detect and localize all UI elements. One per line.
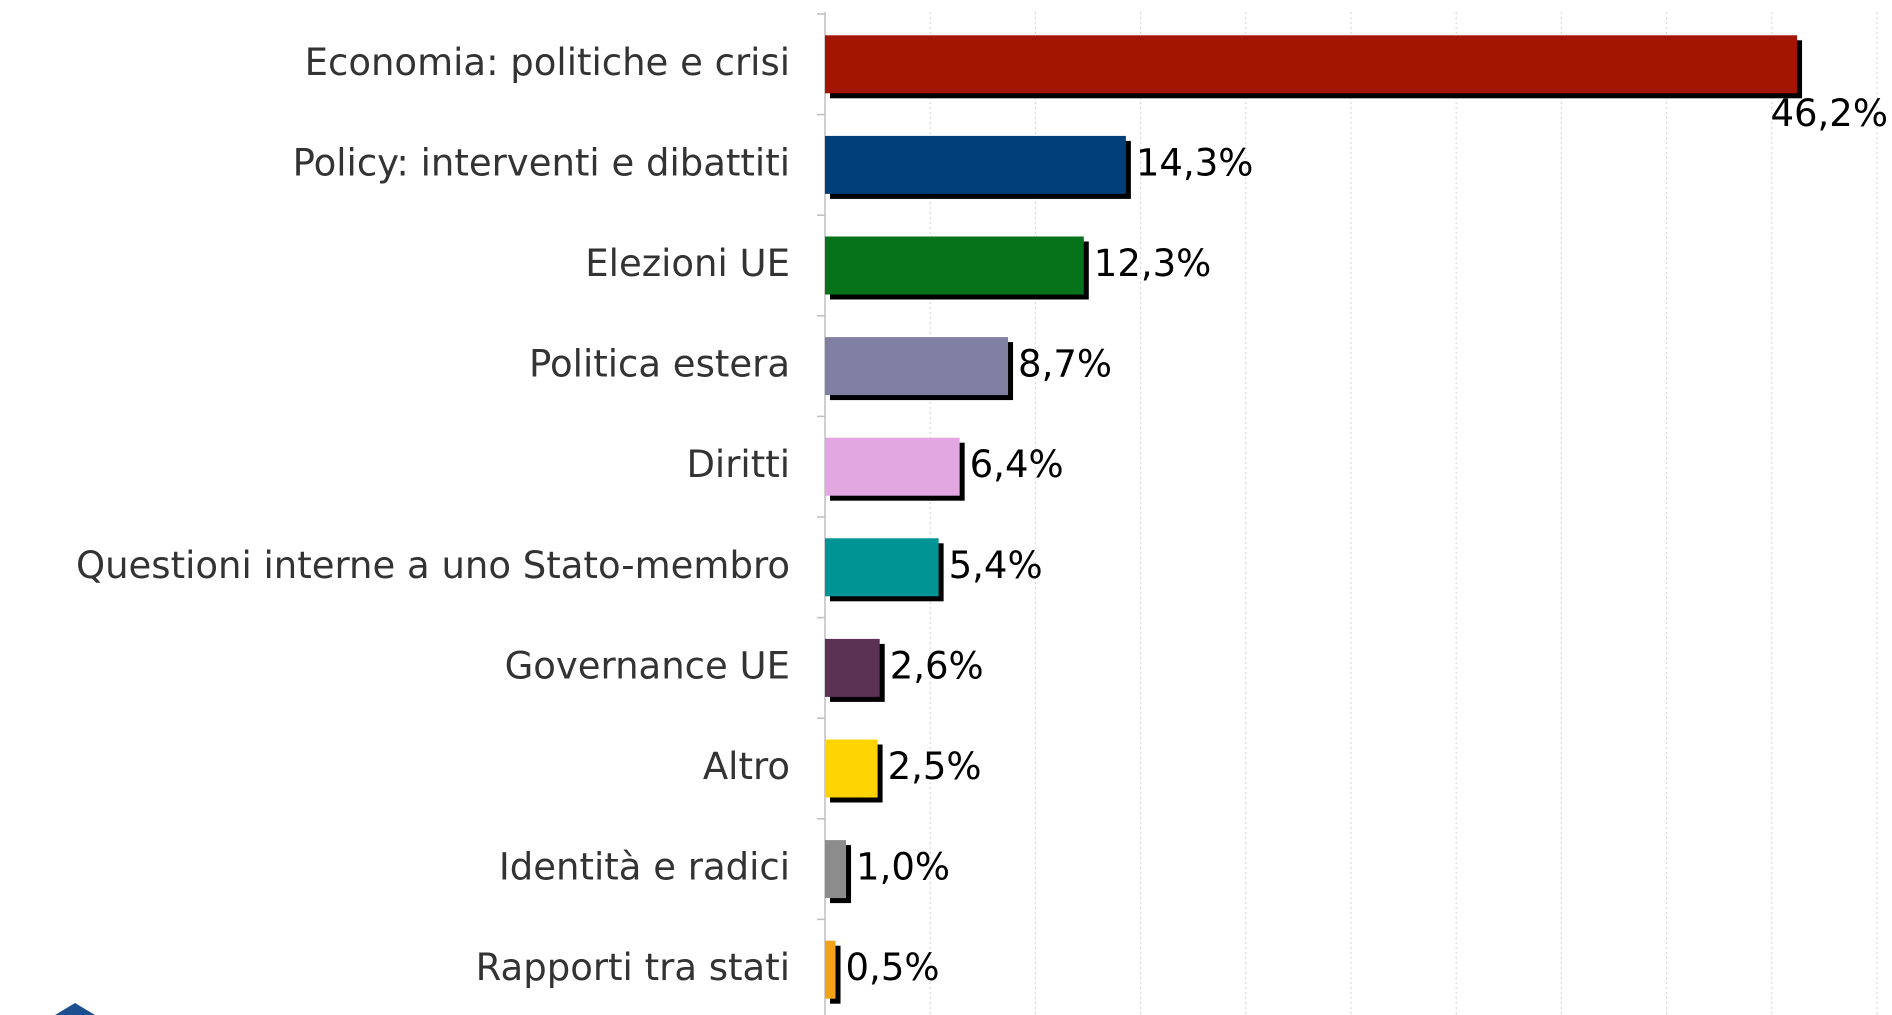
value-label: 6,4%	[970, 443, 1064, 486]
bar	[825, 840, 847, 899]
bar	[825, 437, 960, 496]
bar	[825, 236, 1084, 295]
category-label: Diritti	[686, 443, 790, 486]
bar	[825, 739, 878, 798]
value-label: 2,6%	[890, 644, 984, 687]
value-label: 2,5%	[888, 745, 982, 788]
bar	[825, 135, 1126, 194]
category-label: Altro	[703, 745, 790, 788]
value-label: 5,4%	[949, 544, 1043, 587]
category-label: Questioni interne a uno Stato-membro	[76, 544, 790, 587]
value-label: 46,2%	[1770, 92, 1888, 135]
value-label: 14,3%	[1136, 141, 1254, 184]
category-label: Elezioni UE	[585, 242, 790, 285]
logo-fragment	[55, 1003, 95, 1015]
bar	[825, 638, 880, 697]
bar	[825, 940, 836, 999]
bar	[825, 337, 1009, 396]
category-label: Economia: politiche e crisi	[305, 41, 790, 84]
bar	[825, 35, 1798, 94]
category-label: Identità e radici	[499, 846, 790, 889]
category-label: Policy: interventi e dibattiti	[293, 141, 790, 184]
category-label: Politica estera	[529, 343, 790, 386]
category-label: Rapporti tra stati	[476, 946, 790, 989]
value-label: 12,3%	[1094, 242, 1212, 285]
value-label: 1,0%	[856, 846, 950, 889]
category-label: Governance UE	[505, 644, 790, 687]
value-label: 0,5%	[846, 946, 940, 989]
value-label: 8,7%	[1018, 343, 1112, 386]
bar	[825, 538, 939, 597]
